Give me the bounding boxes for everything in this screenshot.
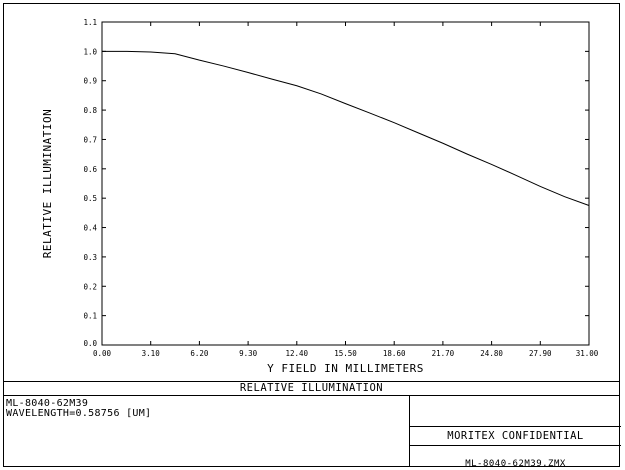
y-tick-label: 0.4 — [83, 224, 97, 233]
y-tick-label: 0.1 — [83, 312, 97, 321]
x-tick-label: 6.20 — [190, 349, 209, 358]
x-tick-label: 9.30 — [239, 349, 258, 358]
plot-area — [101, 21, 590, 346]
y-tick-label: 0.2 — [83, 282, 97, 291]
x-tick-label: 15.50 — [334, 349, 357, 358]
y-tick-label: 1.0 — [83, 47, 97, 56]
y-tick-label: 0.7 — [83, 135, 97, 144]
y-tick-label: 0.9 — [83, 77, 97, 86]
x-tick-label: 3.10 — [142, 349, 161, 358]
wavelength: WAVELENGTH=0.58756 [UM] — [6, 408, 152, 419]
lens-info: ML-8040-62M39 WAVELENGTH=0.58756 [UM] — [6, 399, 406, 467]
y-tick-label: 0.0 — [83, 339, 97, 348]
y-tick-label: 0.5 — [83, 194, 97, 203]
y-axis-title: RELATIVE ILLUMINATION — [41, 109, 54, 259]
x-tick-label: 12.40 — [286, 349, 309, 358]
x-axis-title: Y FIELD IN MILLIMETERS — [267, 362, 424, 375]
chart-title: RELATIVE ILLUMINATION — [3, 381, 620, 396]
info-box: MORITEX CONFIDENTIAL ML-8040-62M39.ZMX — [409, 396, 621, 469]
series-line — [102, 50, 590, 206]
y-tick-label: 0.3 — [83, 253, 97, 262]
x-tick-label: 0.00 — [93, 349, 112, 358]
x-tick-label: 21.70 — [432, 349, 455, 358]
y-tick-label: 0.6 — [83, 165, 97, 174]
x-tick-label: 18.60 — [383, 349, 406, 358]
lens-id: ML-8040-62M39 — [6, 398, 89, 409]
x-tick-label: 24.80 — [480, 349, 503, 358]
file-name: ML-8040-62M39.ZMX — [465, 459, 566, 469]
y-tick-label: 0.8 — [83, 106, 97, 115]
x-tick-label: 31.00 — [576, 349, 599, 358]
y-tick-label: 1.1 — [83, 18, 97, 27]
confidential-label: MORITEX CONFIDENTIAL — [410, 426, 621, 446]
x-tick-label: 27.90 — [529, 349, 552, 358]
